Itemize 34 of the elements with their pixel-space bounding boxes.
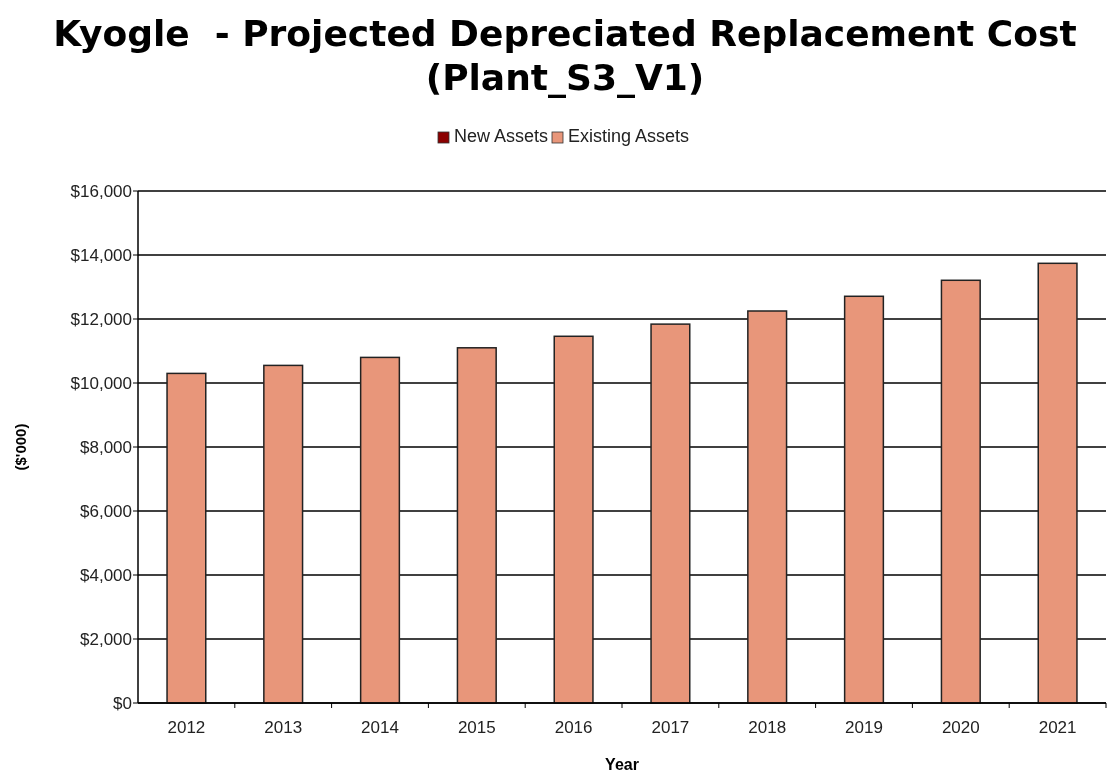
bar <box>553 335 594 704</box>
x-tick-label: 2019 <box>845 718 883 737</box>
x-tick-label: 2012 <box>167 718 206 737</box>
y-tick-label: $12,000 <box>70 310 132 329</box>
y-tick-label: $10,000 <box>70 374 132 393</box>
y-tick-label: $4,000 <box>80 566 132 585</box>
bar <box>263 364 304 704</box>
bar <box>843 295 885 704</box>
y-axis-title: ($'000) <box>12 423 29 471</box>
bar <box>359 356 401 704</box>
legend-label: Existing Assets <box>568 126 690 146</box>
bar <box>747 310 788 704</box>
chart-title: Kyogle - Projected Depreciated Replacement Cost (Plant_S3_V1) <box>53 13 1077 98</box>
x-tick-label: 2016 <box>554 718 593 737</box>
y-tick-label: $16,000 <box>70 182 132 201</box>
bar <box>456 347 497 704</box>
x-tick-label: 2014 <box>361 718 399 737</box>
x-tick-label: 2013 <box>264 718 303 737</box>
y-tick-label: $2,000 <box>80 630 132 649</box>
x-tick-label: 2015 <box>457 718 496 737</box>
bar <box>1037 262 1078 704</box>
x-tick-label: 2018 <box>748 718 787 737</box>
y-tick-label: $6,000 <box>80 502 132 521</box>
x-tick-label: 2021 <box>1038 718 1077 737</box>
y-tick-label: $0 <box>113 694 132 713</box>
x-tick-label: 2017 <box>651 718 690 737</box>
bar <box>650 323 691 704</box>
legend-label: New Assets <box>454 126 549 146</box>
bar <box>940 279 981 704</box>
x-tick-label: 2020 <box>941 718 980 737</box>
x-axis-title: Year <box>605 756 639 773</box>
y-tick-label: $14,000 <box>70 246 132 265</box>
bar <box>166 372 207 704</box>
y-tick-label: $8,000 <box>80 438 132 457</box>
